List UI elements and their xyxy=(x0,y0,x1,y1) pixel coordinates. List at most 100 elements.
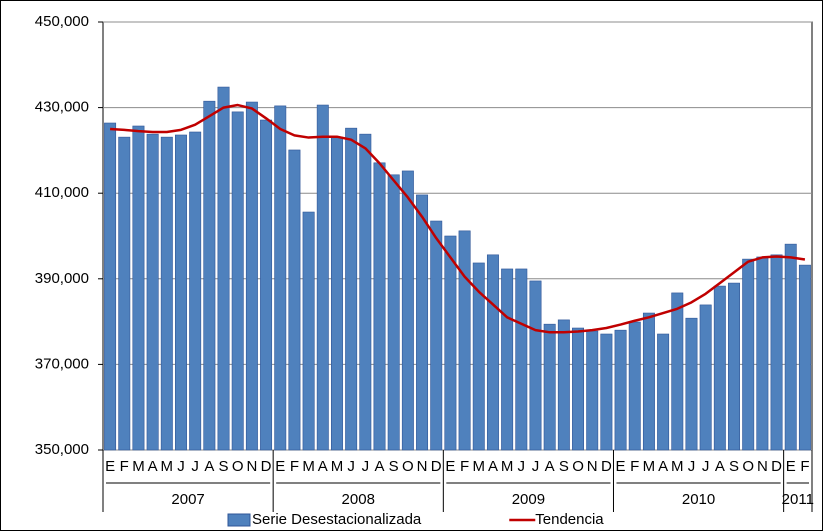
bar xyxy=(614,329,627,451)
x-tick-label: S xyxy=(389,458,399,475)
bar xyxy=(770,254,783,451)
x-tick-label: F xyxy=(800,458,809,475)
bar xyxy=(642,312,655,451)
legend-swatch xyxy=(227,513,251,527)
bar xyxy=(175,134,187,451)
x-tick-label: F xyxy=(630,458,639,475)
y-tick-label: 370,000 xyxy=(35,355,89,372)
x-tick-label: N xyxy=(757,458,768,475)
x-tick-label: E xyxy=(275,458,285,475)
year-label: 2007 xyxy=(171,491,204,508)
bar xyxy=(586,330,599,451)
x-tick-label: O xyxy=(572,458,584,475)
x-tick-label: E xyxy=(786,458,796,475)
x-tick-label: J xyxy=(347,458,355,475)
bar xyxy=(657,333,670,451)
bar xyxy=(699,304,712,451)
bar xyxy=(501,268,514,451)
bar xyxy=(387,174,400,451)
y-tick-label: 350,000 xyxy=(35,441,89,458)
x-tick-label: N xyxy=(417,458,428,475)
bar xyxy=(146,133,159,451)
bar xyxy=(132,125,145,451)
x-tick-label: M xyxy=(643,458,656,475)
bar xyxy=(529,280,542,451)
bar xyxy=(274,105,287,451)
bar xyxy=(330,136,343,451)
x-tick-label: A xyxy=(318,458,328,475)
x-tick-label: J xyxy=(532,458,540,475)
bar xyxy=(260,119,273,451)
legend-label: Serie Desestacionalizada xyxy=(252,511,422,528)
bar xyxy=(798,264,811,451)
x-tick-label: D xyxy=(601,458,612,475)
bar xyxy=(373,162,386,451)
bar xyxy=(316,104,329,451)
bar xyxy=(416,194,429,451)
bar xyxy=(784,243,797,451)
x-tick-label: O xyxy=(232,458,244,475)
bar xyxy=(557,319,570,451)
bar xyxy=(515,268,528,451)
bar xyxy=(217,86,230,451)
bar xyxy=(160,136,173,451)
bar xyxy=(118,136,131,451)
bar xyxy=(401,170,414,451)
bar xyxy=(671,292,684,451)
year-label: 2011 xyxy=(782,491,814,508)
x-tick-label: S xyxy=(559,458,569,475)
bar xyxy=(104,122,117,451)
x-tick-label: D xyxy=(261,458,272,475)
bar xyxy=(600,333,613,451)
bar xyxy=(203,100,216,451)
x-tick-label: E xyxy=(105,458,115,475)
bar xyxy=(444,235,457,451)
bar xyxy=(345,127,358,451)
x-tick-label: M xyxy=(501,458,514,475)
x-tick-label: F xyxy=(120,458,129,475)
x-tick-label: J xyxy=(191,458,199,475)
bar xyxy=(231,111,244,451)
legend-label: Tendencia xyxy=(535,511,604,528)
bar xyxy=(572,327,585,451)
x-tick-label: F xyxy=(290,458,299,475)
x-tick-label: N xyxy=(587,458,598,475)
x-tick-label: A xyxy=(148,458,158,475)
x-tick-label: O xyxy=(402,458,414,475)
year-label: 2008 xyxy=(342,491,375,508)
y-tick-label: 390,000 xyxy=(35,270,89,287)
x-tick-label: J xyxy=(177,458,185,475)
bar xyxy=(458,230,471,451)
x-tick-label: M xyxy=(473,458,486,475)
bar xyxy=(189,131,202,451)
bar xyxy=(288,149,301,451)
bar xyxy=(742,258,755,451)
x-tick-label: N xyxy=(246,458,257,475)
y-tick-label: 410,000 xyxy=(35,184,89,201)
bar xyxy=(472,262,485,451)
y-tick-label: 450,000 xyxy=(35,13,89,30)
x-tick-label: A xyxy=(545,458,555,475)
y-tick-label: 430,000 xyxy=(35,99,89,116)
x-tick-label: D xyxy=(431,458,442,475)
x-tick-label: M xyxy=(331,458,344,475)
x-tick-label: J xyxy=(702,458,710,475)
x-tick-label: M xyxy=(671,458,684,475)
bar xyxy=(628,321,641,451)
bar xyxy=(756,256,769,451)
bar xyxy=(430,220,443,451)
x-tick-label: A xyxy=(488,458,498,475)
x-tick-label: S xyxy=(729,458,739,475)
x-tick-label: J xyxy=(518,458,526,475)
x-tick-label: A xyxy=(204,458,214,475)
x-tick-label: A xyxy=(375,458,385,475)
x-tick-label: D xyxy=(771,458,782,475)
x-tick-label: E xyxy=(445,458,455,475)
trend-line xyxy=(110,103,806,334)
bar xyxy=(302,211,315,451)
year-label: 2009 xyxy=(512,491,545,508)
x-tick-label: M xyxy=(161,458,174,475)
bar xyxy=(728,282,740,451)
x-tick-label: M xyxy=(132,458,145,475)
